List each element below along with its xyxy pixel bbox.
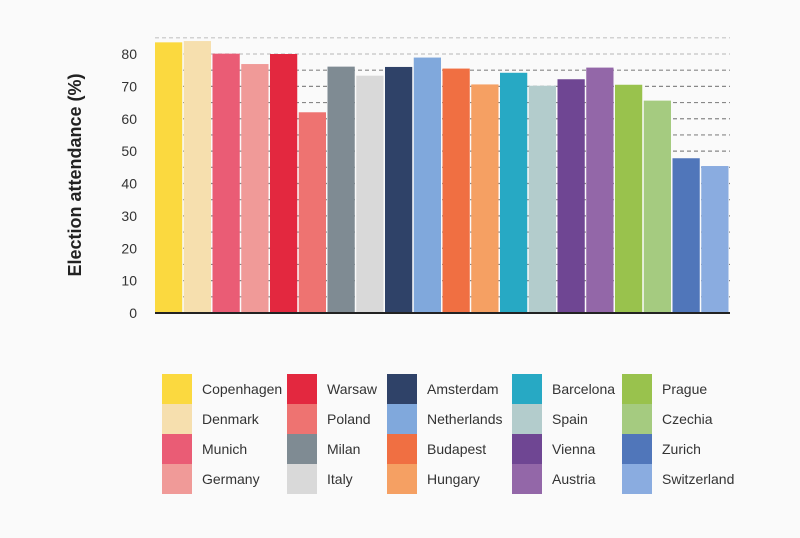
y-tick-label: 80 bbox=[121, 46, 137, 62]
legend-label: Hungary bbox=[427, 471, 480, 487]
legend-label: Italy bbox=[327, 471, 353, 487]
bar-vienna bbox=[557, 79, 585, 313]
legend-swatch bbox=[162, 404, 192, 434]
legend-label: Austria bbox=[552, 471, 596, 487]
legend-item: Poland bbox=[287, 404, 371, 434]
legend-item: Prague bbox=[622, 374, 707, 404]
legend-item: Germany bbox=[162, 464, 260, 494]
legend-swatch bbox=[287, 464, 317, 494]
legend-item: Amsterdam bbox=[387, 374, 499, 404]
legend-label: Prague bbox=[662, 381, 708, 397]
bar-amsterdam bbox=[385, 66, 413, 313]
legend-swatch bbox=[622, 374, 652, 404]
bar-zurich bbox=[672, 158, 700, 313]
legend-swatch bbox=[387, 464, 417, 494]
legend-swatch bbox=[512, 464, 542, 494]
legend-label: Munich bbox=[202, 441, 248, 457]
bar-copenhagen bbox=[155, 42, 183, 313]
legend-item: Budapest bbox=[387, 434, 486, 464]
legend-label: Denmark bbox=[202, 411, 259, 427]
legend-label: Vienna bbox=[552, 441, 596, 457]
y-tick-label: 20 bbox=[121, 240, 137, 256]
bar-prague bbox=[615, 84, 643, 313]
legend-swatch bbox=[512, 404, 542, 434]
bar-poland bbox=[298, 112, 326, 314]
legend-swatch bbox=[287, 434, 317, 464]
legend-item: Copenhagen bbox=[162, 374, 282, 404]
y-tick-label: 50 bbox=[121, 143, 137, 159]
legend-label: Germany bbox=[202, 471, 260, 487]
legend-swatch bbox=[622, 434, 652, 464]
legend-item: Czechia bbox=[622, 404, 713, 434]
bar-netherlands bbox=[413, 57, 441, 313]
legend-swatch bbox=[162, 374, 192, 404]
legend-label: Czechia bbox=[662, 411, 713, 427]
y-tick-label: 10 bbox=[121, 273, 137, 289]
legend-item: Barcelona bbox=[512, 374, 615, 404]
legend-swatch bbox=[622, 464, 652, 494]
legend-item: Milan bbox=[287, 434, 360, 464]
legend-swatch bbox=[162, 464, 192, 494]
y-tick-label: 60 bbox=[121, 111, 137, 127]
legend-label: Warsaw bbox=[327, 381, 378, 397]
y-tick-label: 70 bbox=[121, 78, 137, 94]
legend-label: Netherlands bbox=[427, 411, 503, 427]
legend-item: Hungary bbox=[387, 464, 480, 494]
y-tick-label: 40 bbox=[121, 176, 137, 192]
legend-label: Poland bbox=[327, 411, 371, 427]
bar-budapest bbox=[442, 68, 470, 313]
bar-czechia bbox=[643, 100, 671, 314]
legend-swatch bbox=[512, 434, 542, 464]
legend-label: Spain bbox=[552, 411, 588, 427]
bar-spain bbox=[528, 85, 556, 313]
legend-label: Milan bbox=[327, 441, 361, 457]
legend-item: Warsaw bbox=[287, 374, 377, 404]
legend-label: Budapest bbox=[427, 441, 487, 457]
legend-item: Austria bbox=[512, 464, 596, 494]
legend-swatch bbox=[387, 374, 417, 404]
legend-label: Amsterdam bbox=[427, 381, 499, 397]
legend-item: Zurich bbox=[622, 434, 701, 464]
legend-label: Zurich bbox=[662, 441, 701, 457]
legend-label: Switzerland bbox=[662, 471, 735, 487]
legend-item: Munich bbox=[162, 434, 247, 464]
bar-denmark bbox=[183, 41, 211, 314]
legend-item: Vienna bbox=[512, 434, 595, 464]
legend-swatch bbox=[287, 404, 317, 434]
legend-swatch bbox=[512, 374, 542, 404]
bar-warsaw bbox=[270, 54, 298, 313]
bar-hungary bbox=[471, 84, 499, 314]
bar-germany bbox=[241, 64, 269, 313]
legend-swatch bbox=[622, 404, 652, 434]
legend-item: Spain bbox=[512, 404, 588, 434]
legend-swatch bbox=[387, 434, 417, 464]
bar-austria bbox=[586, 67, 614, 313]
bar-barcelona bbox=[500, 72, 528, 313]
bar-switzerland bbox=[701, 166, 729, 313]
legend-label: Barcelona bbox=[552, 381, 616, 397]
bar-italy bbox=[356, 75, 384, 313]
bar-milan bbox=[327, 66, 355, 313]
y-axis-label: Election attendance (%) bbox=[65, 73, 85, 276]
legend-swatch bbox=[287, 374, 317, 404]
legend-swatch bbox=[387, 404, 417, 434]
legend-item: Denmark bbox=[162, 404, 259, 434]
legend-swatch bbox=[162, 434, 192, 464]
legend-label: Copenhagen bbox=[202, 381, 283, 397]
legend-item: Netherlands bbox=[387, 404, 503, 434]
y-tick-label: 30 bbox=[121, 208, 137, 224]
bar-munich bbox=[212, 53, 240, 314]
y-tick-label: 0 bbox=[129, 305, 137, 321]
legend-item: Switzerland bbox=[622, 464, 734, 494]
legend-item: Italy bbox=[287, 464, 353, 494]
